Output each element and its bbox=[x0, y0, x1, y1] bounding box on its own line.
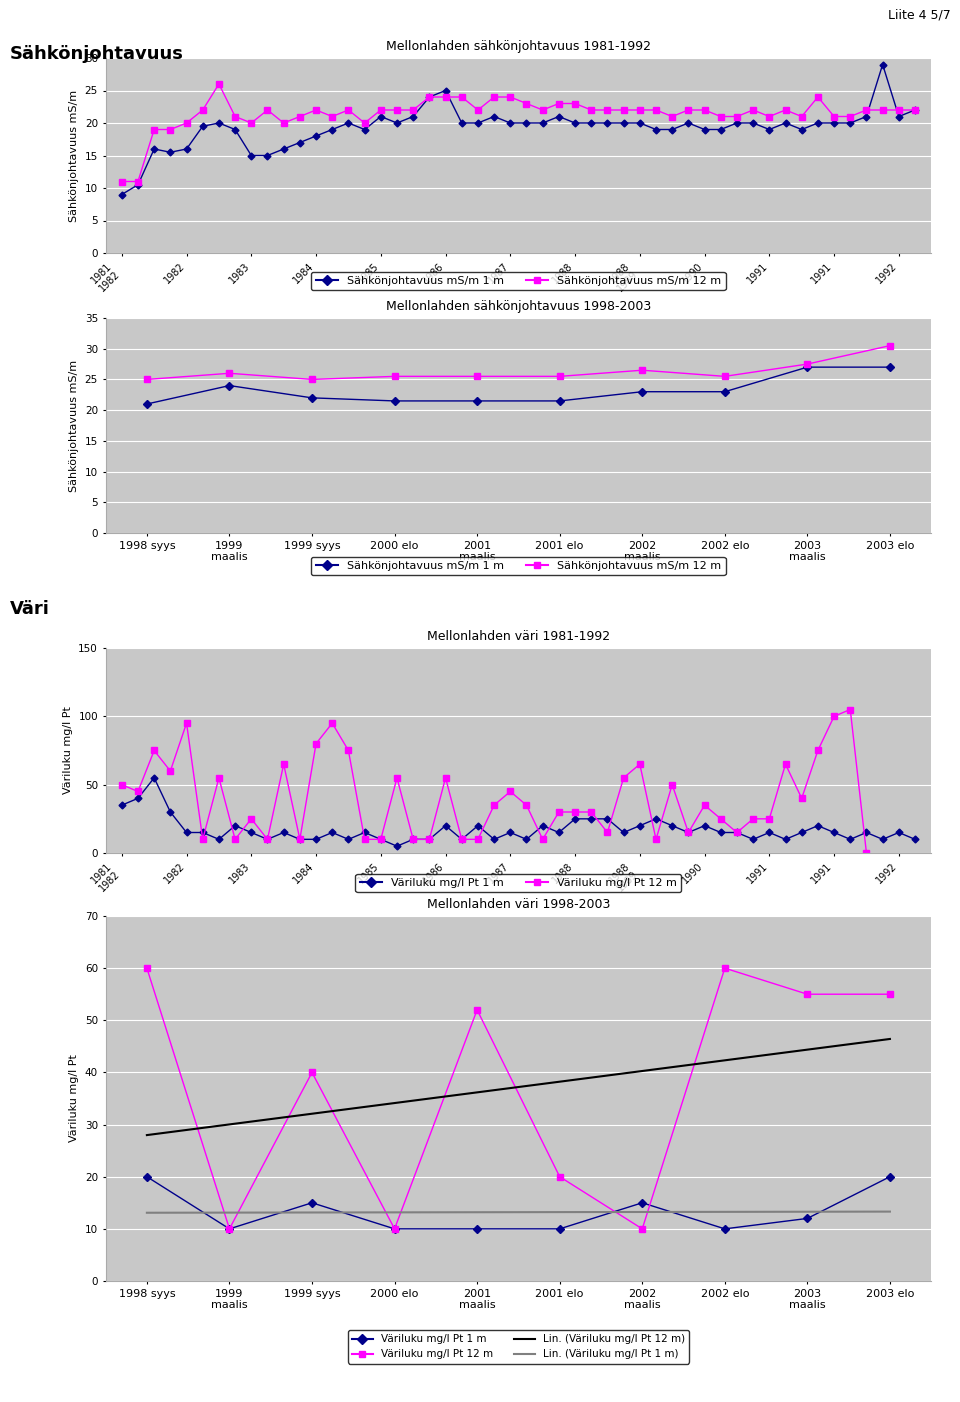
Legend: Sähkönjohtavuus mS/m 1 m, Sähkönjohtavuus mS/m 12 m: Sähkönjohtavuus mS/m 1 m, Sähkönjohtavuu… bbox=[311, 272, 726, 290]
Title: Mellonlahden väri 1998-2003: Mellonlahden väri 1998-2003 bbox=[426, 897, 611, 911]
Y-axis label: Väriluku mg/l Pt: Väriluku mg/l Pt bbox=[69, 1054, 80, 1143]
Legend: Väriluku mg/l Pt 1 m, Väriluku mg/l Pt 12 m, Lin. (Väriluku mg/l Pt 12 m), Lin. : Väriluku mg/l Pt 1 m, Väriluku mg/l Pt 1… bbox=[348, 1330, 689, 1364]
Title: Mellonlahden väri 1981-1992: Mellonlahden väri 1981-1992 bbox=[427, 629, 610, 642]
Title: Mellonlahden sähkönjohtavuus 1981-1992: Mellonlahden sähkönjohtavuus 1981-1992 bbox=[386, 39, 651, 53]
Text: Liite 4 5/7: Liite 4 5/7 bbox=[888, 8, 950, 21]
Legend: Väriluku mg/l Pt 1 m, Väriluku mg/l Pt 12 m: Väriluku mg/l Pt 1 m, Väriluku mg/l Pt 1… bbox=[355, 873, 682, 893]
Y-axis label: Sähkönjohtavuus mS/m: Sähkönjohtavuus mS/m bbox=[69, 359, 79, 492]
Legend: Sähkönjohtavuus mS/m 1 m, Sähkönjohtavuus mS/m 12 m: Sähkönjohtavuus mS/m 1 m, Sähkönjohtavuu… bbox=[311, 557, 726, 575]
Y-axis label: Väriluku mg/l Pt: Väriluku mg/l Pt bbox=[62, 707, 73, 795]
Y-axis label: Sähkönjohtavuus mS/m: Sähkönjohtavuus mS/m bbox=[69, 90, 79, 222]
Title: Mellonlahden sähkönjohtavuus 1998-2003: Mellonlahden sähkönjohtavuus 1998-2003 bbox=[386, 300, 651, 313]
Text: Sähkönjohtavuus: Sähkönjohtavuus bbox=[10, 45, 183, 63]
Text: Väri: Väri bbox=[10, 600, 50, 618]
